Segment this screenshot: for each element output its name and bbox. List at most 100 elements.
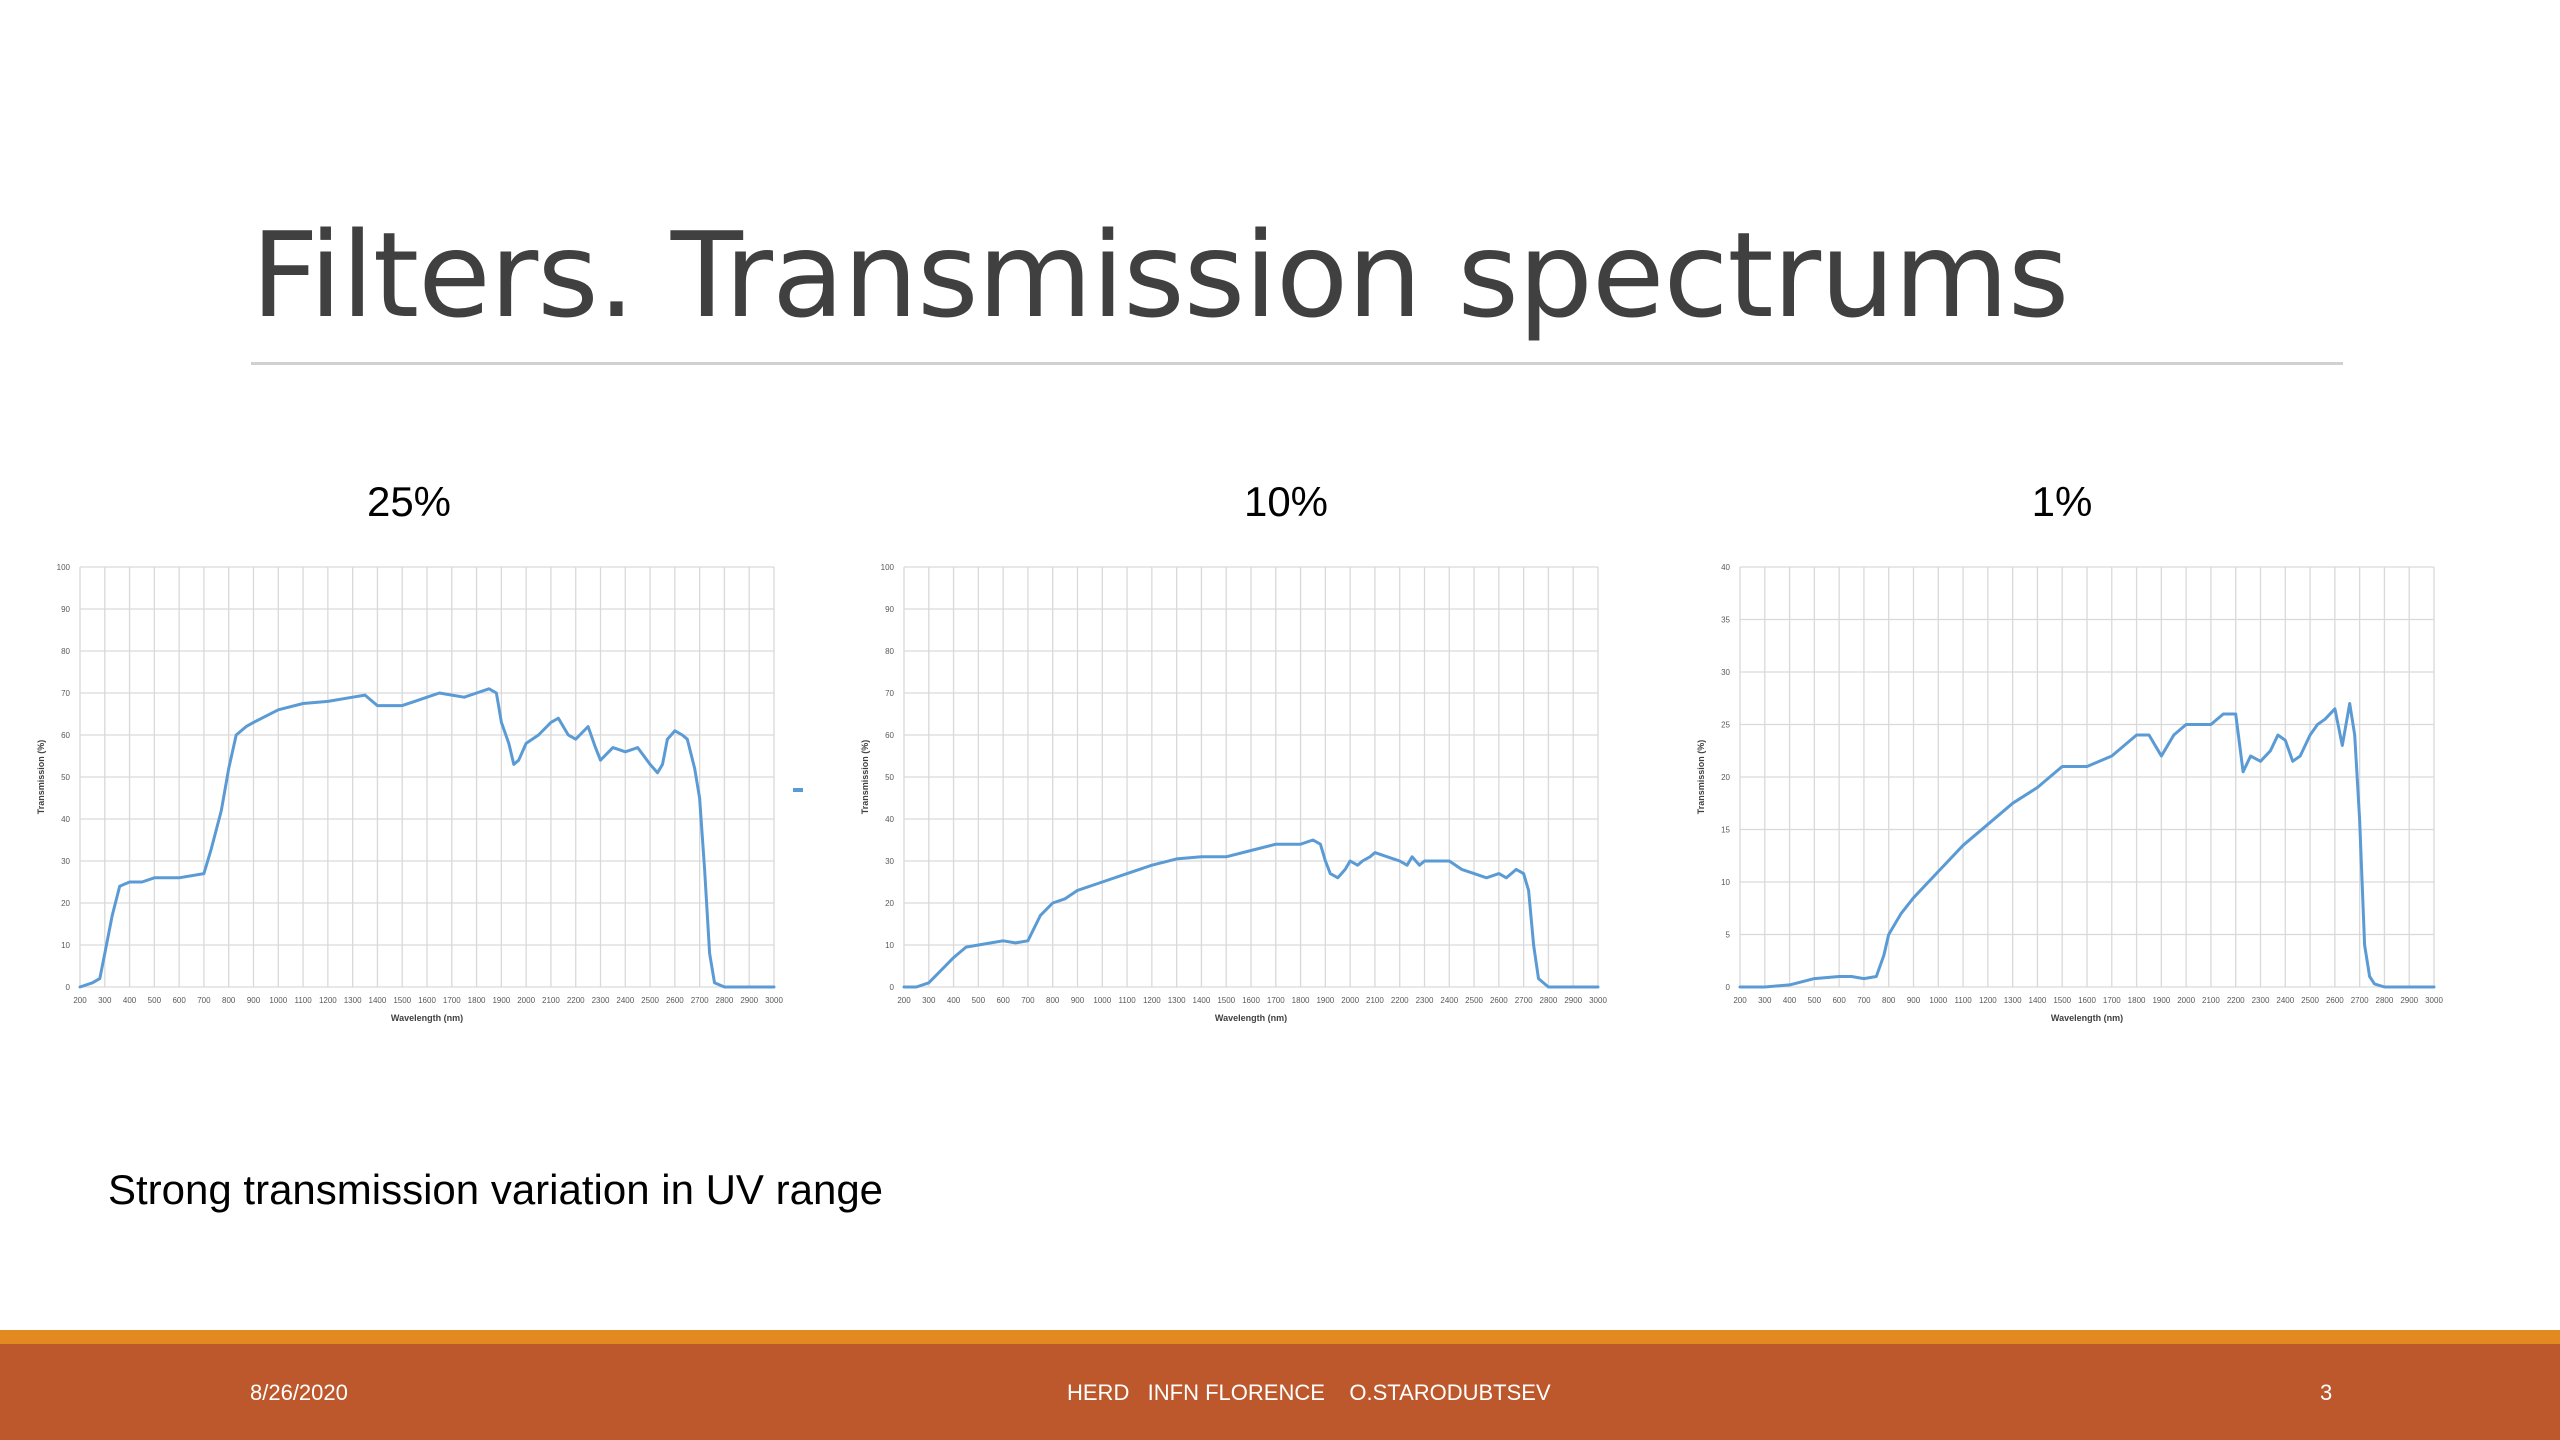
x-tick-label: 200 [897,996,911,1005]
x-tick-label: 2300 [592,996,610,1005]
x-tick-label: 1100 [1954,996,1972,1005]
x-tick-label: 2500 [1465,996,1483,1005]
x-tick-label: 1200 [319,996,337,1005]
x-tick-label: 1500 [1217,996,1235,1005]
x-tick-label: 1700 [443,996,461,1005]
x-tick-label: 1500 [393,996,411,1005]
x-tick-label: 1100 [294,996,312,1005]
footer-page-number: 3 [2320,1380,2333,1405]
x-tick-label: 1000 [1929,996,1947,1005]
y-tick-label: 35 [1721,616,1730,625]
x-tick-label: 1900 [2152,996,2170,1005]
x-tick-label: 2100 [1366,996,1384,1005]
x-tick-label: 1400 [2029,996,2047,1005]
chart-10-percent: 200 300 400 500 600 700 800 900 1000 1100 1200 1300… [854,555,1624,1035]
x-tick-label: 2800 [1540,996,1558,1005]
y-tick-label: 50 [885,773,894,782]
x-tick-label: 1200 [1143,996,1161,1005]
y-tick-label: 20 [61,899,70,908]
x-tick-label: 1000 [269,996,287,1005]
x-tick-label: 800 [1882,996,1896,1005]
slide-title: Filters. Transmission spectrums [251,206,2069,344]
y-tick-label: 40 [61,815,70,824]
y-tick-label: 70 [885,689,894,698]
x-tick-label: 1300 [344,996,362,1005]
x-tick-label: 500 [972,996,986,1005]
x-tick-label: 1200 [1979,996,1997,1005]
x-tick-label: 2400 [2276,996,2294,1005]
x-tick-label: 3000 [1589,996,1607,1005]
x-tick-label: 2600 [666,996,684,1005]
x-tick-label: 700 [1021,996,1035,1005]
x-tick-label: 1400 [1193,996,1211,1005]
footer-bar: 8/26/2020 HERD INFN FLORENCE O.STARODUBT… [0,1344,2560,1440]
x-tick-label: 2000 [2177,996,2195,1005]
x-tick-label: 300 [1758,996,1772,1005]
y-tick-label: 20 [885,899,894,908]
x-tick-label: 2400 [616,996,634,1005]
x-tick-label: 900 [1907,996,1921,1005]
x-tick-label: 700 [197,996,211,1005]
x-tick-label: 2300 [1416,996,1434,1005]
x-tick-label: 1100 [1118,996,1136,1005]
series-line [78,687,776,989]
y-tick-label: 25 [1721,721,1730,730]
y-tick-label: 10 [1721,878,1730,887]
y-tick-label: 90 [885,605,894,614]
x-tick-label: 2200 [567,996,585,1005]
chart-label-10: 10% [1243,478,1329,525]
x-tick-label: 2000 [1341,996,1359,1005]
chart-1-percent: 200 300 400 500 600 700 800 900 1000 1100 1200 1300… [1690,555,2460,1035]
x-tick-label: 300 [98,996,112,1005]
x-axis-title: Wavelength (nm) [2051,1013,2123,1023]
chart-label-1: 1% [2031,478,2093,525]
x-tick-label: 2500 [641,996,659,1005]
x-tick-label: 900 [1071,996,1085,1005]
x-tick-label: 2900 [740,996,758,1005]
x-tick-label: 1800 [1292,996,1310,1005]
slide-caption: Strong transmission variation in UV rang… [108,1166,884,1213]
y-tick-label: 60 [885,731,894,740]
x-tick-label: 3000 [2425,996,2443,1005]
y-tick-label: 80 [885,647,894,656]
footer-accent-line [0,1330,2560,1344]
x-tick-label: 1800 [468,996,486,1005]
y-tick-label: 20 [1721,773,1730,782]
x-tick-label: 600 [1832,996,1846,1005]
x-tick-label: 1900 [492,996,510,1005]
x-tick-label: 3000 [765,996,783,1005]
y-tick-label: 30 [885,857,894,866]
chart-25-percent: 200 300 400 500 600 700 800 900 1000 1100 1200 1300… [30,555,800,1035]
x-tick-label: 2800 [716,996,734,1005]
y-axis-title: Transmission (%) [860,740,870,815]
y-tick-label: 100 [57,563,71,572]
y-tick-label: 60 [61,731,70,740]
y-tick-label: 50 [61,773,70,782]
x-tick-label: 2600 [1490,996,1508,1005]
chart-svg: 200 300 400 500 600 700 800 900 1000 1100 1200 1300… [1696,563,2443,1023]
chart-label-25: 25% [366,478,452,525]
y-tick-label: 100 [881,563,895,572]
y-tick-label: 30 [1721,668,1730,677]
x-tick-label: 2700 [691,996,709,1005]
x-tick-label: 2700 [1515,996,1533,1005]
x-tick-label: 1700 [1267,996,1285,1005]
x-tick-label: 2200 [2227,996,2245,1005]
x-tick-label: 600 [172,996,186,1005]
x-tick-label: 900 [247,996,261,1005]
y-tick-label: 0 [1726,983,1731,992]
x-tick-label: 2300 [2252,996,2270,1005]
y-tick-label: 40 [885,815,894,824]
x-tick-label: 800 [222,996,236,1005]
series-line [1738,702,2436,989]
x-tick-label: 2800 [2376,996,2394,1005]
stray-dash-mark [793,788,803,792]
y-tick-label: 30 [61,857,70,866]
footer-date: 8/26/2020 [250,1380,348,1405]
y-tick-label: 90 [61,605,70,614]
y-tick-label: 40 [1721,563,1730,572]
y-tick-label: 0 [890,983,895,992]
x-tick-label: 800 [1046,996,1060,1005]
chart-svg: 200 300 400 500 600 700 800 900 1000 1100 1200 1300… [36,563,783,1023]
x-tick-label: 2900 [1564,996,1582,1005]
